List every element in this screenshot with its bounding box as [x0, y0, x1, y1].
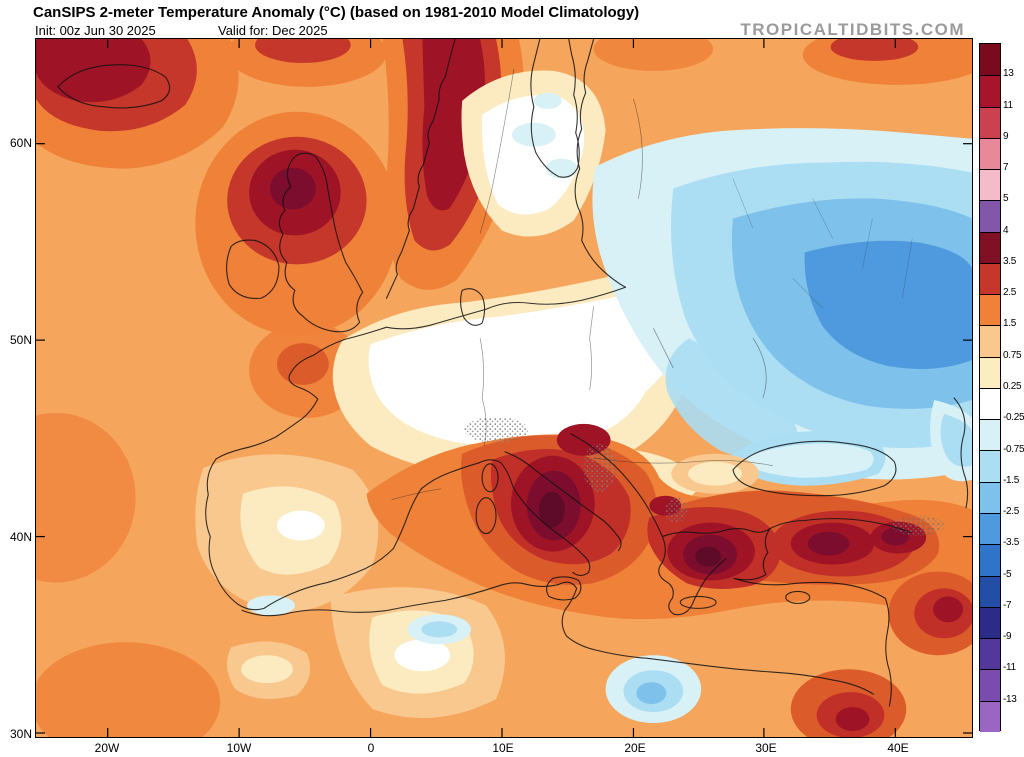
colorbar-tick-label: 11 [1003, 99, 1013, 111]
lon-label: 20W [94, 741, 120, 755]
lon-label: 0 [367, 741, 375, 755]
anomaly-map [36, 39, 972, 737]
colorbar-tick-label: 9 [1003, 130, 1009, 142]
colorbar-tick-label: -0.75 [1003, 443, 1024, 455]
colorbar-tick-label: -13 [1003, 693, 1017, 705]
colorbar-segment [980, 169, 1000, 201]
colorbar-tick-label: 2.5 [1003, 287, 1017, 299]
colorbar-segment [980, 231, 1000, 263]
page-title: CanSIPS 2-meter Temperature Anomaly (°C)… [33, 4, 640, 21]
colorbar-tick-label: 0.25 [1003, 381, 1022, 392]
terrain-stipple [464, 416, 945, 536]
map-canvas[interactable] [35, 38, 973, 738]
lon-label: 20E [624, 741, 646, 755]
lon-label: 30E [755, 741, 777, 755]
colorbar-segment [980, 387, 1000, 420]
colorbar-segment [980, 481, 1000, 513]
colorbar-tick-label: -3.5 [1003, 537, 1020, 549]
colorbar-segment [980, 638, 1000, 670]
country-borders [391, 68, 773, 501]
lat-label: 30N [9, 727, 32, 741]
lon-label: 10W [226, 741, 252, 755]
colorbar-tick-label: -1.5 [1003, 474, 1020, 486]
colorbar-segment [980, 544, 1000, 576]
colorbar-tick-label: -11 [1003, 662, 1016, 674]
lat-label: 60N [9, 136, 32, 150]
admin-borders [732, 178, 913, 309]
colorbar-segment [980, 356, 1000, 388]
colorbar-tick-label: 0.75 [1003, 349, 1022, 361]
colorbar-segment [980, 325, 1000, 357]
colorbar-segment [980, 575, 1000, 607]
colorbar-segment [980, 450, 1000, 482]
colorbar-tick-label: -2.5 [1003, 506, 1020, 518]
axis-ticks [36, 39, 972, 737]
colorbar-segment [980, 44, 1000, 76]
colorbar-segment [980, 137, 1000, 170]
colorbar-segment [980, 419, 1000, 451]
coastlines [57, 39, 969, 707]
colorbar-segment [980, 106, 1000, 138]
valid-time-label: Valid for: Dec 2025 [218, 23, 328, 38]
lon-label: 40E [887, 741, 909, 755]
colorbar-tick-label: -5 [1003, 568, 1012, 580]
colorbar-tick-label: -9 [1003, 631, 1012, 643]
colorbar-tick-label: -7 [1003, 599, 1012, 611]
site-watermark: TROPICALTIDBITS.COM [740, 20, 965, 39]
init-time-label: Init: 00z Jun 30 2025 [35, 23, 156, 38]
colorbar-tick-label: 3.5 [1003, 255, 1017, 267]
lat-label: 40N [9, 530, 32, 544]
colorbar-tick-label: 5 [1003, 193, 1009, 205]
colorbar-segment [980, 700, 1000, 732]
colorbar-tick-label: 7 [1003, 162, 1009, 174]
colorbar-segment [980, 512, 1000, 545]
colorbar-segment [980, 606, 1000, 639]
colorbar-tick-label: -0.25 [1003, 412, 1024, 424]
colorbar-segment [980, 262, 1000, 295]
lat-label: 50N [9, 333, 32, 347]
colorbar-tick-label: 13 [1003, 68, 1014, 80]
colorbar-segment [980, 200, 1000, 232]
colorbar-segment [980, 669, 1000, 701]
colorbar-tick-label: 4 [1003, 224, 1009, 236]
colorbar-tick-label: 1.5 [1003, 318, 1017, 330]
lon-label: 10E [492, 741, 514, 755]
colorbar-segment [980, 294, 1000, 326]
colorbar [979, 43, 1001, 732]
colorbar-segment [980, 75, 1000, 107]
